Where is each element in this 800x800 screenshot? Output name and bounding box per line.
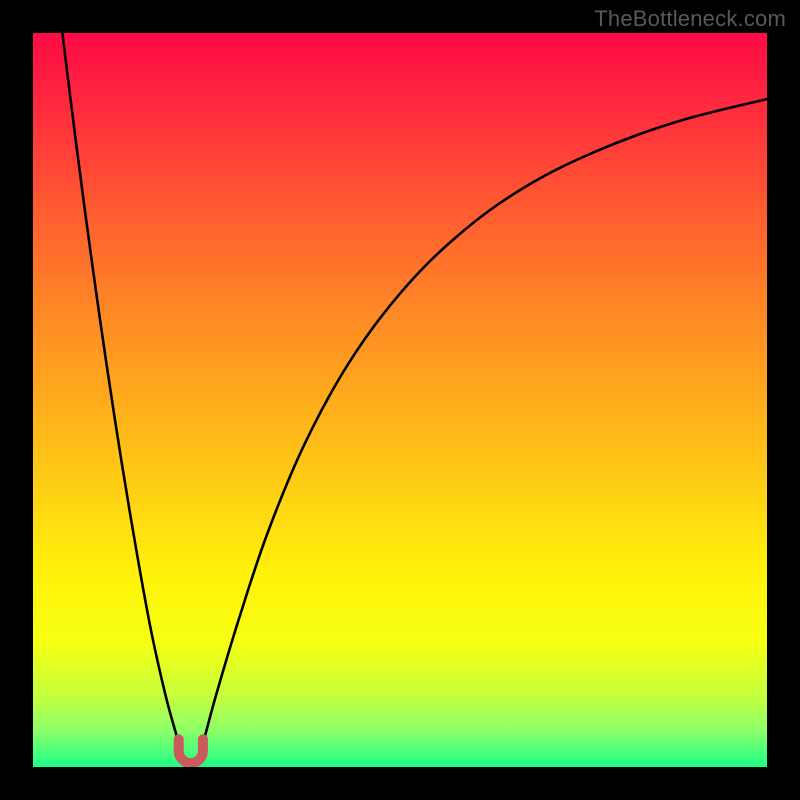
curve-left-branch: [62, 33, 181, 751]
curve-right-branch: [200, 99, 767, 751]
optimum-marker: [179, 739, 203, 763]
watermark-text: TheBottleneck.com: [594, 6, 786, 32]
plot-area: [33, 33, 767, 767]
chart-container: TheBottleneck.com: [0, 0, 800, 800]
chart-svg: [33, 33, 767, 767]
